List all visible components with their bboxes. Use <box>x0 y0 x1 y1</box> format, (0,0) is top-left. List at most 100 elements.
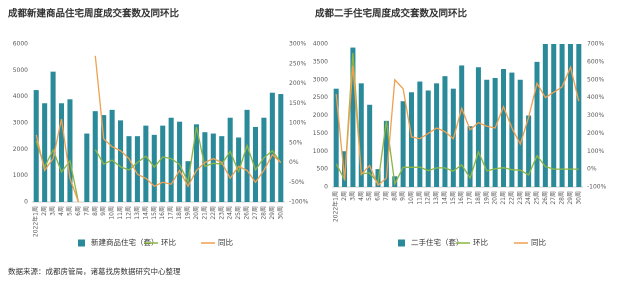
bar <box>484 79 490 187</box>
y-tick-label: 3500 <box>313 58 328 65</box>
bar <box>358 83 364 187</box>
bar <box>168 117 174 202</box>
x-tick-label: 18周 <box>176 206 183 220</box>
x-tick-label: 20周 <box>492 191 499 205</box>
bar <box>177 121 183 202</box>
x-tick-label: 17周 <box>467 191 474 205</box>
y-tick-label: 2000 <box>313 112 328 119</box>
x-tick-label: 2022年1周 <box>332 191 340 222</box>
x-tick-label: 17周 <box>168 206 175 220</box>
y2-tick-label: 700% <box>587 41 604 48</box>
bar <box>425 90 431 187</box>
y-tick-label: 2000 <box>13 146 28 153</box>
legend-label: 同比 <box>218 237 233 247</box>
x-tick-label: 12周 <box>425 191 432 205</box>
x-tick-label: 8周 <box>92 206 99 216</box>
y2-tick-label: 200% <box>587 130 604 137</box>
bar <box>408 92 414 187</box>
bar <box>542 44 548 187</box>
x-tick-label: 14周 <box>441 191 448 205</box>
y-tick-label: 0 <box>324 184 328 191</box>
bar <box>193 124 199 202</box>
bar <box>92 111 98 202</box>
bar <box>333 88 339 187</box>
bar <box>42 103 48 202</box>
x-tick-label: 3周 <box>50 206 57 216</box>
line-series <box>35 55 282 203</box>
y-tick-label: 6000 <box>13 41 28 48</box>
x-tick-label: 22周 <box>210 206 217 220</box>
bar <box>84 133 90 202</box>
x-tick-label: 28周 <box>260 206 267 220</box>
x-tick-label: 16周 <box>159 206 166 220</box>
x-tick-label: 5周 <box>366 191 373 201</box>
bar <box>143 125 149 202</box>
x-tick-label: 10周 <box>408 191 415 205</box>
chart-title: 成都二手住宅周度成交套数及同环比 <box>315 8 468 20</box>
y2-tick-label: 600% <box>587 58 604 65</box>
bar <box>367 104 373 187</box>
y2-tick-label: 50% <box>289 139 303 146</box>
y2-tick-label: 0% <box>587 166 597 173</box>
x-tick-label: 7周 <box>383 191 390 201</box>
y2-tick-label: 0% <box>289 159 299 166</box>
y-tick-label: 3000 <box>313 76 328 83</box>
y2-tick-label: -100% <box>587 184 607 191</box>
bar <box>417 81 423 187</box>
bar <box>559 44 565 187</box>
y-tick-label: 1000 <box>313 148 328 155</box>
x-tick-label: 4周 <box>58 206 65 216</box>
y-tick-label: 3000 <box>13 120 28 127</box>
x-tick-label: 23周 <box>218 206 225 220</box>
x-tick-label: 21周 <box>500 191 507 205</box>
bar <box>227 117 233 202</box>
bar <box>526 115 532 187</box>
x-tick-label: 19周 <box>185 206 192 220</box>
bar <box>261 117 267 202</box>
x-tick-label: 21周 <box>201 206 208 220</box>
legend-swatch <box>398 239 405 247</box>
x-tick-label: 26周 <box>244 206 251 220</box>
bar <box>126 136 132 202</box>
y2-tick-label: 100% <box>289 120 306 127</box>
bar <box>269 92 275 202</box>
x-tick-label: 16周 <box>458 191 465 205</box>
x-tick-label: 11周 <box>117 206 124 220</box>
bar <box>492 77 498 187</box>
bar <box>459 65 465 187</box>
x-tick-label: 2周 <box>341 191 348 201</box>
y-tick-label: 2500 <box>313 94 328 101</box>
bar <box>375 169 381 187</box>
bar <box>118 120 124 202</box>
y2-tick-label: 100% <box>587 148 604 155</box>
y-tick-label: 5000 <box>13 67 28 74</box>
x-tick-label: 29周 <box>269 206 276 220</box>
x-tick-label: 12周 <box>125 206 132 220</box>
bar <box>400 101 406 187</box>
y2-tick-label: 200% <box>289 80 306 87</box>
x-tick-label: 24周 <box>227 206 234 220</box>
bar <box>551 44 557 187</box>
line-series <box>335 52 579 187</box>
bar <box>244 109 250 202</box>
x-tick-label: 27周 <box>252 206 259 220</box>
y2-tick-label: 150% <box>289 100 306 107</box>
bar <box>252 126 259 202</box>
y-tick-label: 500 <box>317 166 329 173</box>
x-tick-label: 26周 <box>542 191 549 205</box>
x-tick-label: 9周 <box>100 206 107 216</box>
y-tick-label: 1500 <box>313 130 328 137</box>
legend-label: 环比 <box>161 237 176 247</box>
bar <box>534 61 540 187</box>
x-tick-label: 15周 <box>450 191 457 205</box>
bar <box>350 47 356 188</box>
y-tick-label: 4000 <box>13 93 28 100</box>
legend-label: 同比 <box>531 237 546 247</box>
x-tick-label: 20周 <box>193 206 200 220</box>
x-tick-label: 13周 <box>433 191 440 205</box>
bar <box>517 79 523 187</box>
y-tick-label: 4000 <box>313 41 328 48</box>
bar <box>383 120 389 187</box>
x-tick-label: 30周 <box>575 191 582 205</box>
